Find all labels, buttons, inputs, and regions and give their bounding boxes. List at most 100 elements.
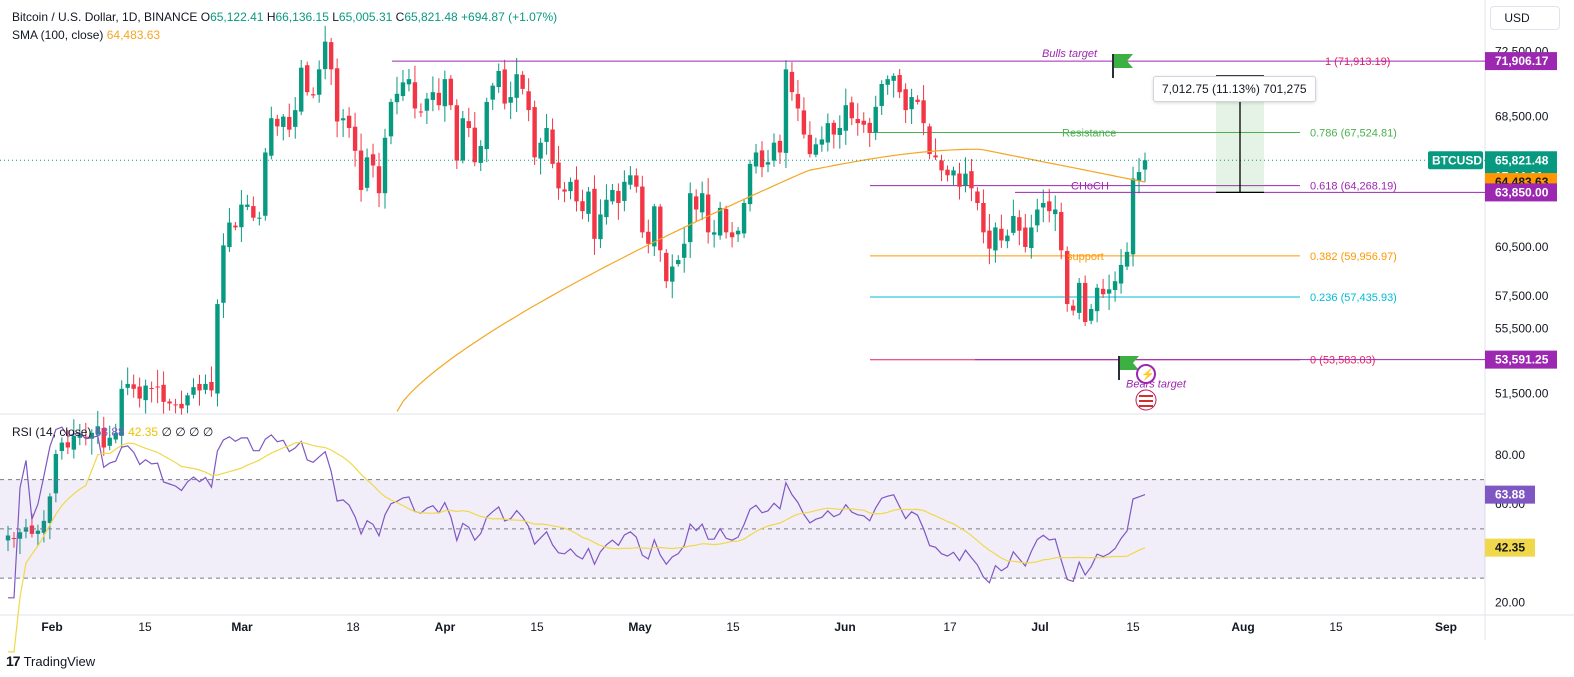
candle-body	[269, 118, 274, 156]
price-tick-label: 51,500.00	[1495, 387, 1549, 401]
candle-body	[496, 70, 501, 88]
candle-body	[125, 383, 130, 388]
rsi-value: 63.88	[94, 425, 125, 439]
rsi-tick-label: 20.00	[1495, 596, 1525, 610]
time-tick-label: 18	[346, 620, 360, 634]
tv-logo-icon: 17	[6, 653, 21, 669]
rsi-ma-axis-label: 42.35	[1495, 541, 1525, 555]
candle-body	[257, 217, 262, 219]
change-value: +694.87 (+1.07%)	[461, 10, 558, 24]
candle-body	[1088, 308, 1094, 321]
sma-line	[396, 148, 1146, 412]
rsi-label: RSI (14, close)	[12, 425, 92, 439]
candle-body	[526, 91, 531, 111]
candle-body	[358, 150, 364, 190]
candle-body	[340, 118, 346, 121]
candle-body	[275, 118, 280, 127]
candle-body	[855, 118, 860, 124]
candle-body	[113, 432, 118, 440]
candle-body	[149, 387, 154, 389]
candle-body	[472, 127, 477, 163]
candle-body	[143, 385, 148, 401]
candle-body	[670, 266, 675, 282]
candle-body	[1082, 282, 1088, 322]
candle-body	[723, 209, 729, 233]
low-value: 65,005.31	[338, 10, 393, 24]
rsi-label-bg	[1485, 485, 1535, 504]
candle-body	[646, 231, 651, 244]
candle-body	[1076, 282, 1082, 313]
candle-body	[364, 157, 370, 188]
candle-body	[1053, 209, 1058, 215]
rsi-ma-line	[8, 441, 1146, 653]
price-label-bg	[1485, 151, 1557, 170]
candle-body	[382, 137, 388, 194]
candle-body	[957, 173, 962, 187]
candle-body	[795, 93, 801, 109]
candle-body	[328, 42, 334, 70]
candle-body	[993, 227, 998, 251]
candle-body	[412, 82, 418, 109]
candle-body	[1017, 217, 1022, 231]
candle-body	[783, 69, 789, 153]
time-tick-label: 15	[1126, 620, 1140, 634]
candle-body	[981, 202, 986, 233]
price-tick-label: 55,500.00	[1495, 322, 1549, 336]
time-tick-label: 15	[1329, 620, 1343, 634]
candle-body	[999, 228, 1004, 241]
candle-body	[41, 520, 47, 533]
candle-body	[334, 68, 340, 122]
candle-body	[1035, 209, 1040, 226]
candle-body	[245, 204, 250, 207]
price-label: 63,850.00	[1495, 185, 1549, 199]
rsi-ma-label-bg	[1485, 538, 1535, 557]
candle-body	[688, 193, 693, 243]
candle-body	[305, 65, 310, 93]
candle-body	[592, 188, 597, 239]
candle-body	[771, 142, 777, 161]
candle-body	[975, 191, 980, 203]
candle-body	[753, 152, 759, 167]
candle-body	[574, 179, 579, 202]
candle-body	[1106, 289, 1112, 294]
rsi-ma-value: 42.35	[128, 425, 159, 439]
measure-tooltip: 7,012.75 (11.13%) 701,275	[1153, 76, 1316, 102]
candle-body	[903, 89, 908, 111]
currency-button[interactable]: USD	[1490, 6, 1560, 30]
candle-body	[173, 404, 178, 406]
candle-body	[801, 110, 807, 135]
annotation-label: CHoCH	[1071, 181, 1109, 193]
annotation-label: Bears target	[1126, 379, 1187, 391]
candle-body	[281, 116, 286, 127]
price-tick-label: 57,500.00	[1495, 289, 1549, 303]
candle-body	[17, 532, 23, 539]
tradingview-logo[interactable]: 17 TradingView	[6, 653, 96, 669]
sma-value: 64,483.63	[106, 28, 161, 42]
sma-legend[interactable]: SMA (100, close) 64,483.63	[12, 28, 160, 42]
candle-body	[634, 175, 639, 187]
candle-body	[233, 225, 238, 228]
candle-body	[460, 118, 465, 161]
annotation-label: Bulls target	[1042, 48, 1098, 60]
candle-body	[885, 79, 890, 85]
time-tick-label: 15	[530, 620, 544, 634]
candle-body	[1041, 202, 1046, 208]
us-flag-stripe	[1139, 405, 1153, 407]
candle-body	[95, 426, 100, 435]
candle-body	[131, 384, 136, 389]
candle-body	[1100, 288, 1106, 295]
candle-body	[1047, 201, 1052, 212]
candle-body	[867, 122, 872, 133]
candle-body	[550, 129, 555, 164]
candle-body	[616, 190, 621, 203]
candle-body	[640, 186, 645, 233]
candle-body	[1070, 305, 1076, 311]
rsi-legend[interactable]: RSI (14, close) 63.88 42.35 ∅ ∅ ∅ ∅	[12, 425, 213, 439]
time-tick-label: Jun	[834, 620, 855, 634]
candle-body	[777, 140, 783, 153]
sma-polyline	[396, 148, 1146, 412]
candle-body	[556, 162, 561, 189]
time-tick-label: Jul	[1031, 620, 1048, 634]
candle-body	[448, 78, 454, 106]
